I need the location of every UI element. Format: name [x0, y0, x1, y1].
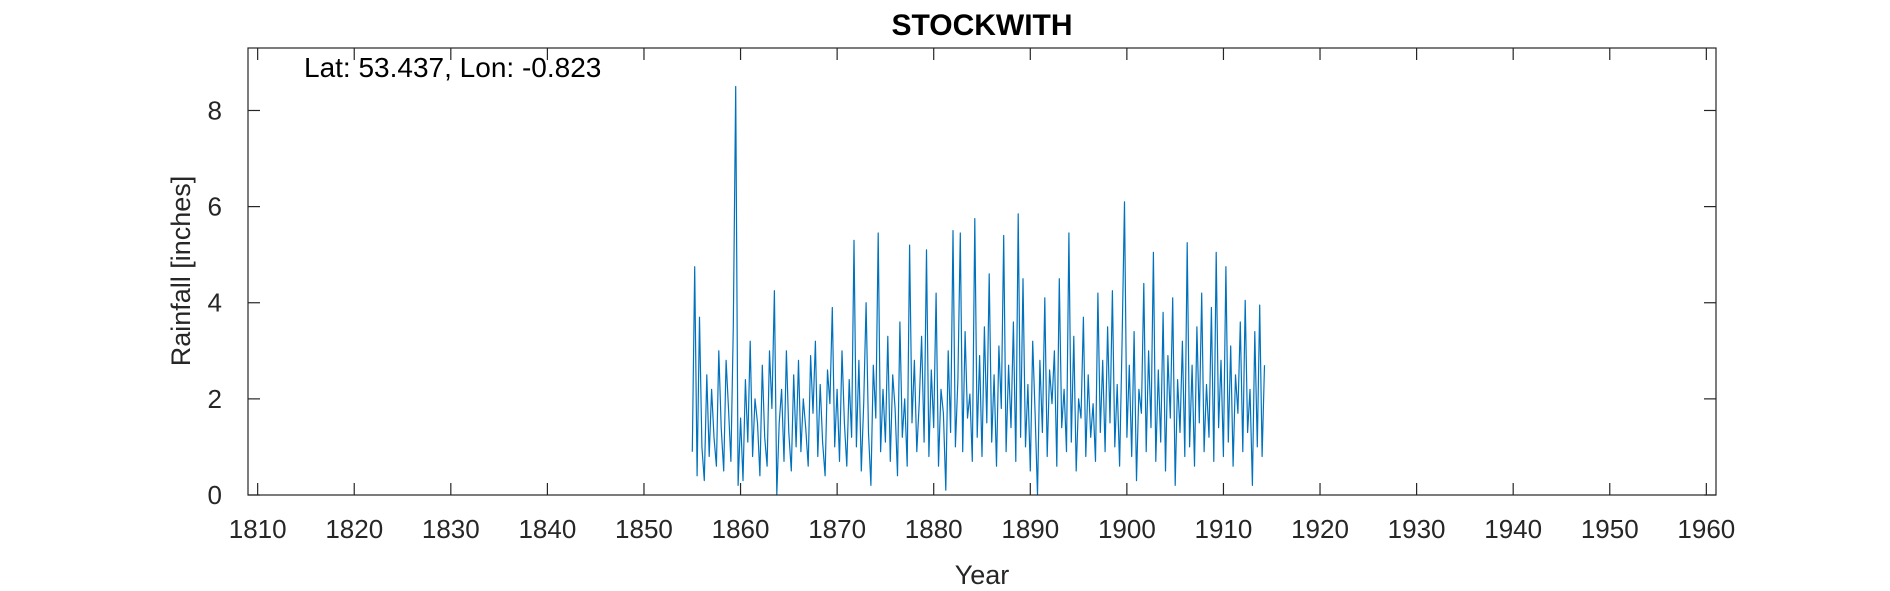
y-tick-label: 6 [208, 192, 222, 222]
x-tick-label: 1820 [325, 514, 383, 544]
x-axis-tick-labels: 1810 1820 1830 1840 1850 1860 1870 1880 1890 1900… [229, 514, 1736, 544]
x-tick-label: 1850 [615, 514, 673, 544]
x-tick-label: 1880 [905, 514, 963, 544]
x-tick-label: 1920 [1291, 514, 1349, 544]
x-tick-label: 1900 [1098, 514, 1156, 544]
y-axis-title: Rainfall [inches] [166, 176, 196, 367]
x-tick-label: 1940 [1484, 514, 1542, 544]
x-tick-label: 1870 [808, 514, 866, 544]
y-tick-label: 4 [208, 288, 222, 318]
x-tick-label: 1890 [1001, 514, 1059, 544]
x-tick-label: 1910 [1195, 514, 1253, 544]
x-tick-label: 1930 [1388, 514, 1446, 544]
x-tick-label: 1830 [422, 514, 480, 544]
rainfall-series-line [691, 85, 1266, 496]
x-tick-label: 1810 [229, 514, 287, 544]
x-tick-label: 1950 [1581, 514, 1639, 544]
location-annotation: Lat: 53.437, Lon: -0.823 [304, 52, 601, 83]
x-axis-title: Year [955, 560, 1010, 590]
x-axis-ticks [257, 48, 1707, 495]
y-tick-label: 8 [208, 95, 222, 125]
y-tick-label: 0 [208, 480, 222, 510]
x-tick-label: 1960 [1677, 514, 1735, 544]
y-axis-tick-labels: 0 2 4 6 8 [208, 95, 222, 510]
x-tick-label: 1840 [518, 514, 576, 544]
plot-frame [247, 47, 1717, 496]
y-tick-label: 2 [208, 384, 222, 414]
plot-area [248, 48, 1716, 495]
chart-title: STOCKWITH [891, 9, 1072, 42]
x-tick-label: 1860 [712, 514, 770, 544]
